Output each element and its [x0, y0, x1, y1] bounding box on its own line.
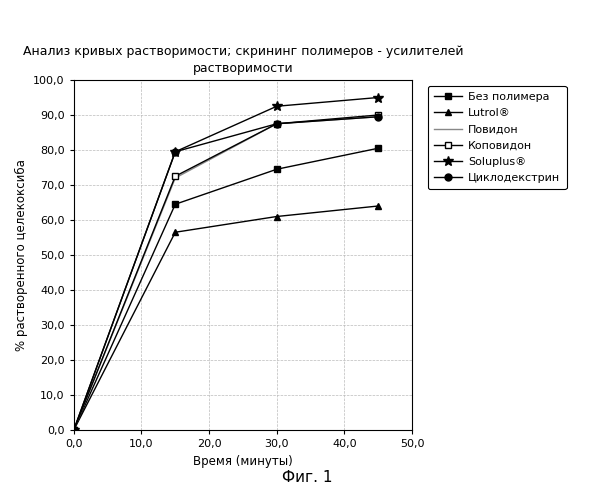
Line: Lutrol®: Lutrol®: [70, 202, 382, 434]
Без полимера: [172, 201, 179, 207]
Soluplus®: [172, 149, 179, 155]
Soluplus®: [273, 104, 280, 110]
Повидон: [70, 427, 77, 433]
Циклодекстрин: [172, 149, 179, 155]
Без полимера: [375, 145, 382, 151]
Lutrol®: [70, 427, 77, 433]
Коповидон: [375, 112, 382, 118]
Title: Анализ кривых растворимости; скрининг полимеров - усилителей
растворимости: Анализ кривых растворимости; скрининг по…: [23, 44, 463, 74]
Text: Фиг. 1: Фиг. 1: [282, 470, 333, 485]
Line: Soluplus®: Soluplus®: [69, 92, 383, 435]
Line: Циклодекстрин: Циклодекстрин: [70, 114, 382, 434]
X-axis label: Время (минуты): Время (минуты): [193, 454, 293, 468]
Коповидон: [70, 427, 77, 433]
Коповидон: [172, 174, 179, 180]
Line: Без полимера: Без полимера: [71, 146, 381, 433]
Lutrol®: [375, 203, 382, 209]
Y-axis label: % растворенного целекоксиба: % растворенного целекоксиба: [15, 159, 28, 351]
Циклодекстрин: [273, 120, 280, 126]
Line: Коповидон: Коповидон: [71, 112, 381, 433]
Без полимера: [70, 427, 77, 433]
Без полимера: [273, 166, 280, 172]
Циклодекстрин: [70, 427, 77, 433]
Повидон: [172, 175, 179, 181]
Повидон: [273, 120, 280, 126]
Line: Повидон: Повидон: [74, 116, 378, 430]
Lutrol®: [273, 214, 280, 220]
Lutrol®: [172, 229, 179, 235]
Повидон: [375, 114, 382, 119]
Циклодекстрин: [375, 114, 382, 119]
Legend: Без полимера, Lutrol®, Повидон, Коповидон, Soluplus®, Циклодекстрин: Без полимера, Lutrol®, Повидон, Коповидо…: [428, 86, 566, 190]
Soluplus®: [375, 94, 382, 100]
Коповидон: [273, 120, 280, 126]
Soluplus®: [70, 427, 77, 433]
